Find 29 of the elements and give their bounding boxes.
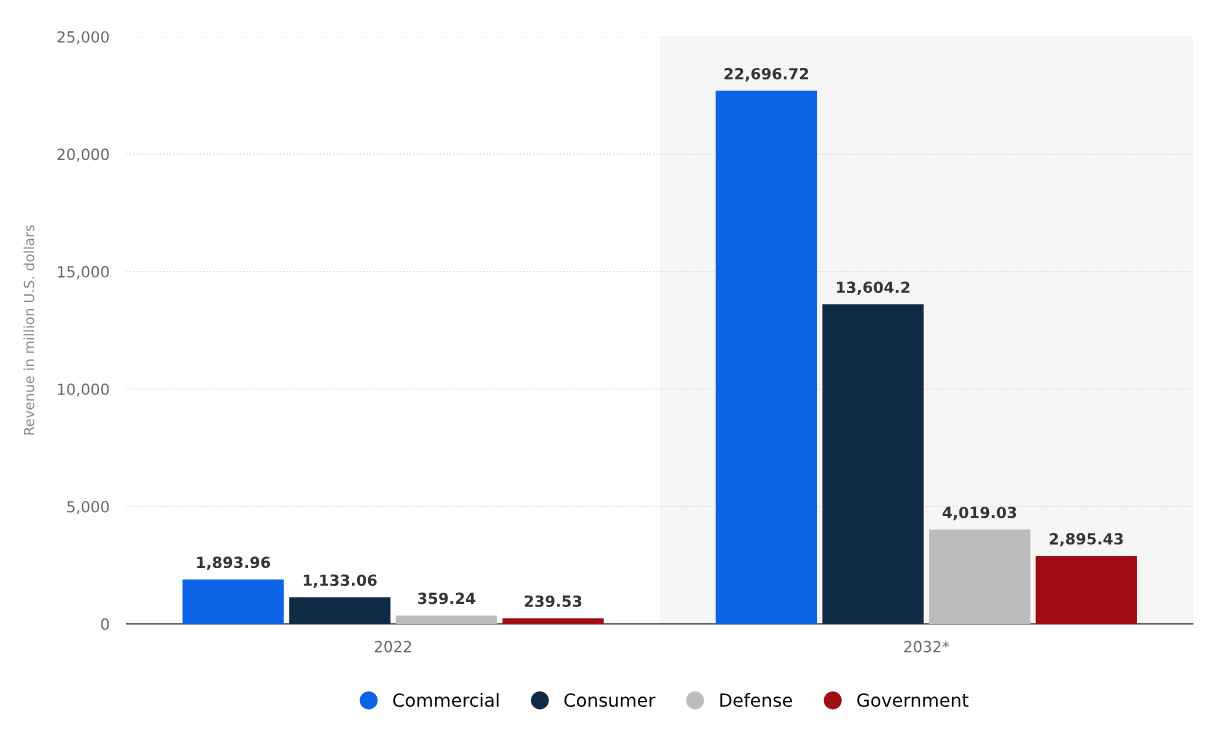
- y-tick-label: 5,000: [67, 500, 109, 515]
- y-tick-label: 0: [101, 618, 109, 630]
- bar: [395, 615, 498, 624]
- bar: [929, 529, 1031, 624]
- text: 1,893.96: [197, 556, 271, 571]
- bar: [822, 304, 924, 624]
- legend-label: Consumer: [564, 693, 656, 707]
- bar: [182, 579, 284, 624]
- bar: [715, 90, 818, 624]
- bar: [1035, 555, 1137, 624]
- legend-label: Commercial: [393, 693, 499, 707]
- text: 359.24: [418, 592, 476, 605]
- bar: [502, 618, 604, 624]
- y-tick-label: 15,000: [58, 266, 109, 280]
- legend-label: Government: [857, 693, 969, 707]
- y-tick-label: 10,000: [58, 383, 109, 397]
- bar: [289, 597, 391, 624]
- legend-label: Defense: [720, 693, 793, 707]
- text: 22,696.72: [724, 67, 809, 82]
- text: 2,895.43: [1049, 533, 1123, 547]
- text: 1,133.06: [303, 574, 377, 588]
- text: 4,019.03: [942, 506, 1017, 521]
- y-tick-label: 25,000: [57, 31, 109, 45]
- x-tick-label: 2032*: [904, 640, 950, 653]
- y-tick-label: 20,000: [57, 148, 109, 162]
- y-axis-title: Revenue in million U.S. dollars: [23, 225, 35, 435]
- x-tick-label: 2022: [374, 640, 412, 653]
- text: 239.53: [524, 595, 582, 607]
- text: 13,604.2: [837, 281, 910, 296]
